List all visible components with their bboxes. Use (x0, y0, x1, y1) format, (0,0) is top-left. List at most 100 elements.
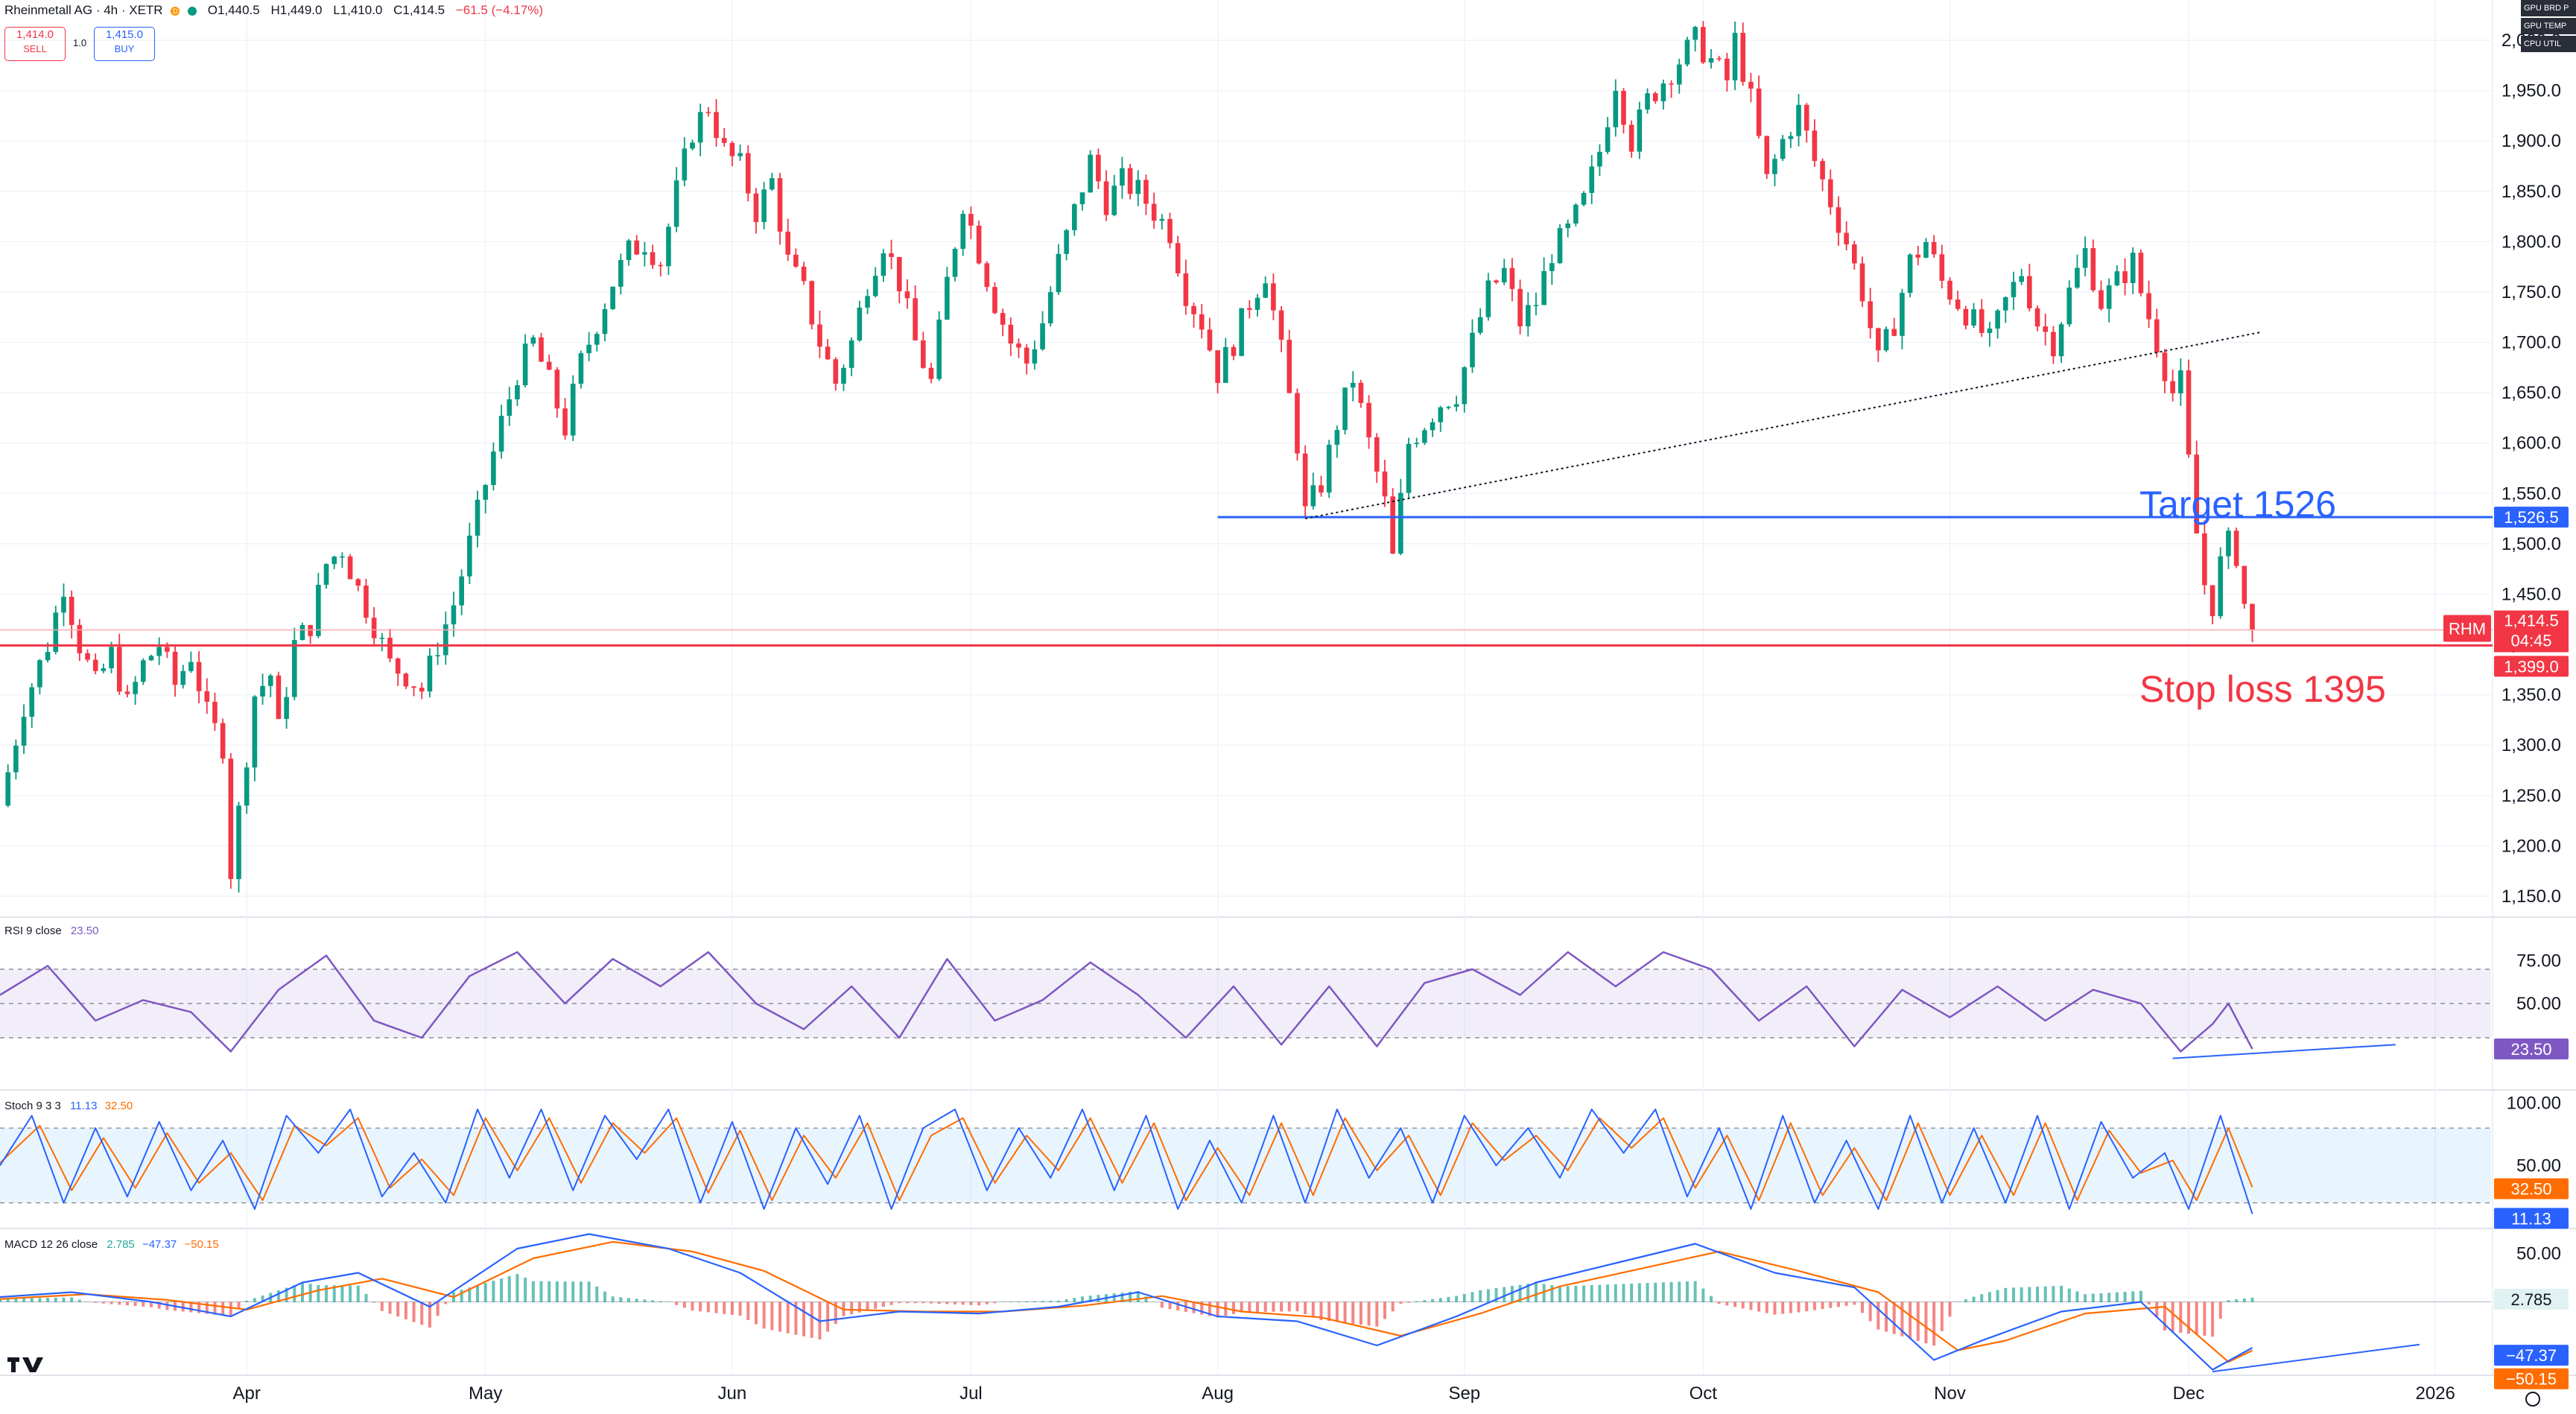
candle-body (1167, 218, 1173, 244)
macd-histogram-bar (460, 1290, 463, 1302)
candle-body (2011, 282, 2017, 297)
macd-histogram-bar (1359, 1302, 1362, 1325)
macd-signal-tag-text: −50.15 (2506, 1370, 2557, 1389)
stoch-legend[interactable]: Stoch 9 3 3 11.13 32.50 (4, 1100, 133, 1112)
macd-histogram-bar (1534, 1282, 1538, 1302)
ohlc-high: H1,449.0 (270, 3, 323, 17)
candle-body (1684, 39, 1690, 65)
macd-histogram-bar (2227, 1300, 2230, 1302)
ohlc-close: C1,414.5 (393, 3, 445, 17)
macd-legend[interactable]: MACD 12 26 close 2.785 −47.37 −50.15 (4, 1238, 219, 1251)
macd-histogram-bar (563, 1281, 567, 1302)
candle-body (133, 682, 138, 694)
macd-histogram-bar (699, 1302, 702, 1312)
candle-body (745, 153, 751, 194)
candle-body (1987, 329, 1993, 333)
sell-button[interactable]: 1,414.0 SELL (4, 27, 66, 61)
candle-body (1995, 310, 2000, 329)
candle-body (116, 647, 122, 692)
settings-gear-icon[interactable] (2525, 1392, 2540, 1407)
macd-histogram-bar (778, 1302, 782, 1332)
macd-histogram-bar (1041, 1301, 1044, 1302)
macd-histogram-bar (2067, 1288, 2071, 1302)
candle-body (2194, 454, 2200, 534)
candle-body (2082, 248, 2088, 268)
price-axis-label: 1,550.0 (2502, 484, 2561, 504)
macd-histogram-bar (794, 1302, 798, 1335)
candle-body (1915, 254, 1921, 258)
macd-histogram-bar (1940, 1302, 1944, 1331)
price-axis-label: 1,750.0 (2502, 282, 2561, 302)
macd-histogram-bar (1598, 1284, 1602, 1302)
candle-body (642, 252, 647, 255)
stop-loss-annotation[interactable]: Stop loss 1395 (2139, 668, 2386, 710)
macd-histogram-bar (898, 1302, 901, 1304)
candle-body (1470, 332, 1475, 367)
candle-body (2002, 297, 2008, 311)
macd-histogram-bar (2091, 1293, 2095, 1302)
candle-body (1263, 283, 1269, 298)
candle-body (904, 291, 910, 299)
candle-body (1422, 430, 1427, 443)
macd-histogram-bar (1661, 1282, 1665, 1302)
rsi-axis-label: 75.00 (2516, 951, 2561, 971)
candle-body (1271, 283, 1276, 311)
macd-histogram-bar (300, 1282, 304, 1302)
rsi-value-tag-text: 23.50 (2510, 1040, 2551, 1059)
candle-body (2066, 288, 2072, 325)
candle-body (1756, 88, 1762, 136)
candle-body (29, 687, 35, 717)
candle-body (737, 153, 743, 156)
support-trendline[interactable] (1304, 332, 2261, 520)
macd-histogram-bar (325, 1285, 329, 1302)
candle-body (586, 344, 591, 354)
candle-body (1836, 207, 1841, 233)
macd-label: MACD 12 26 close (4, 1238, 98, 1251)
candle-body (1326, 445, 1332, 493)
stoch-d-line (0, 1117, 2253, 1202)
candle-body (180, 670, 186, 685)
candle-body (610, 286, 615, 309)
macd-histogram-bar (380, 1302, 384, 1311)
macd-histogram-bar (205, 1302, 209, 1314)
buy-button[interactable]: 1,415.0 BUY (94, 27, 155, 61)
macd-histogram-bar (2203, 1302, 2207, 1336)
macd-histogram-bar (985, 1302, 989, 1304)
candle-body (1676, 64, 1682, 85)
ohlc-change: −61.5 (−4.17%) (455, 3, 544, 17)
candle-body (1040, 323, 1045, 349)
symbol-title[interactable]: Rheinmetall AG · 4h · XETR (4, 3, 163, 17)
candle-body (952, 249, 958, 277)
candle-body (1701, 27, 1706, 63)
macd-histogram-bar (30, 1298, 34, 1302)
candle-body (1803, 104, 1809, 131)
rsi-divergence-line[interactable] (2172, 1044, 2396, 1059)
macd-histogram-bar (500, 1278, 504, 1302)
macd-divergence-line[interactable] (2212, 1343, 2420, 1373)
candle-body (515, 385, 520, 400)
macd-histogram-bar (396, 1302, 400, 1317)
rsi-legend[interactable]: RSI 9 close 23.50 (4, 925, 98, 937)
candle-body (2242, 565, 2247, 604)
macd-value-tag (2494, 1345, 2569, 1366)
tradingview-logo-icon[interactable] (7, 1357, 43, 1372)
target-annotation[interactable]: Target 1526 (2139, 484, 2337, 525)
candle-body (483, 485, 489, 500)
candle-body (562, 408, 568, 436)
time-axis-label: Dec (2173, 1383, 2205, 1404)
candle-body (2218, 556, 2224, 617)
candle-body (1310, 485, 1316, 507)
last-price-tag (2494, 610, 2569, 653)
candle-body (228, 758, 234, 879)
candle-body (801, 266, 807, 282)
macd-histogram-bar (1032, 1301, 1036, 1302)
candle-body (276, 675, 282, 719)
macd-axis-label: 50.00 (2516, 1244, 2561, 1264)
candle-body (1334, 430, 1340, 446)
macd-histogram-bar (2235, 1299, 2239, 1302)
candle-body (1175, 243, 1181, 273)
candle-body (1955, 299, 1961, 309)
candle-body (1931, 241, 1937, 255)
candle-body (45, 652, 51, 661)
